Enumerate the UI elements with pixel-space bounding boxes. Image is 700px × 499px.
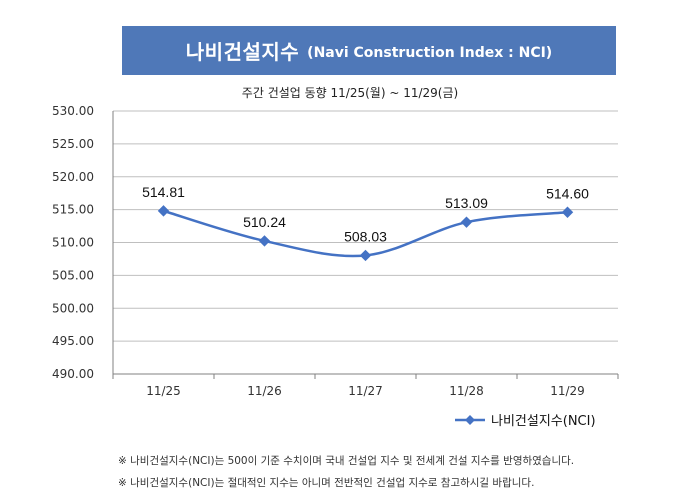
data-point-marker xyxy=(561,206,574,218)
chart-title: 나비건설지수 xyxy=(185,40,300,64)
title-banner: 나비건설지수 (Navi Construction Index : NCI) xyxy=(122,26,616,75)
y-tick-label: 490.00 xyxy=(52,367,94,381)
data-labels: 514.81 510.24 508.03 513.09 514.60 xyxy=(142,184,589,245)
y-tick-label: 515.00 xyxy=(52,203,94,217)
data-label: 508.03 xyxy=(344,228,387,244)
footnote-1: ※ 나비건설지수(NCI)는 500이 기준 수치이며 국내 건설업 지수 및 … xyxy=(118,455,575,467)
data-label: 514.60 xyxy=(546,185,589,201)
data-label: 513.09 xyxy=(445,195,488,211)
data-label: 514.81 xyxy=(142,184,185,200)
data-point-marker xyxy=(359,249,372,262)
y-tick-label: 500.00 xyxy=(52,301,94,315)
data-label: 510.24 xyxy=(243,214,286,230)
legend-marker xyxy=(465,415,475,425)
legend-label: 나비건설지수(NCI) xyxy=(491,414,596,429)
y-tick-label: 505.00 xyxy=(52,268,94,282)
y-tick-label: 530.00 xyxy=(52,104,94,118)
x-tick-label: 11/26 xyxy=(247,384,282,398)
axes xyxy=(112,111,619,379)
footnotes: ※ 나비건설지수(NCI)는 500이 기준 수치이며 국내 건설업 지수 및 … xyxy=(118,450,678,494)
x-tick-label: 11/29 xyxy=(550,384,585,398)
x-tick-label: 11/28 xyxy=(449,384,484,398)
x-tick-label: 11/27 xyxy=(348,384,383,398)
legend: 나비건설지수(NCI) xyxy=(455,414,596,429)
y-tick-label: 520.00 xyxy=(52,170,94,184)
y-tick-labels: 530.00 525.00 520.00 515.00 510.00 505.00 500.… xyxy=(52,104,94,381)
data-point-marker xyxy=(258,235,271,247)
data-point-marker xyxy=(460,216,473,228)
y-tick-label: 510.00 xyxy=(52,236,94,250)
chart-subtitle: 주간 건설업 동향 11/25(월) ~ 11/29(금) xyxy=(241,86,459,100)
x-tick-labels: 11/25 11/26 11/27 11/28 11/29 xyxy=(146,384,585,398)
y-tick-label: 495.00 xyxy=(52,334,94,348)
y-tick-label: 525.00 xyxy=(52,137,94,151)
chart-title-english: (Navi Construction Index : NCI) xyxy=(307,44,553,61)
series-nci xyxy=(157,205,574,262)
footnote-2: ※ 나비건설지수(NCI)는 절대적인 지수는 아니며 전반적인 건설업 지수로… xyxy=(118,477,535,489)
x-tick-label: 11/25 xyxy=(146,384,181,398)
data-point-marker xyxy=(157,205,170,217)
